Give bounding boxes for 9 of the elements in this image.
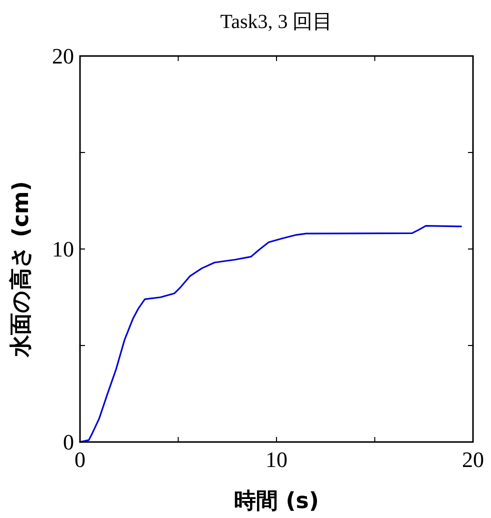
x-tick-label: 20 — [462, 447, 484, 472]
x-axis-title: 時間 (s) — [234, 489, 319, 514]
y-tick-label: 10 — [52, 236, 74, 262]
y-tick-label: 0 — [63, 430, 74, 454]
y-axis-title: 水面の高さ (cm) — [8, 181, 34, 358]
chart-title: Task3, 3 回目 — [220, 11, 333, 33]
y-tick-label: 20 — [52, 44, 74, 68]
x-tick-label: 10 — [266, 447, 288, 472]
line-series — [79, 225, 462, 443]
